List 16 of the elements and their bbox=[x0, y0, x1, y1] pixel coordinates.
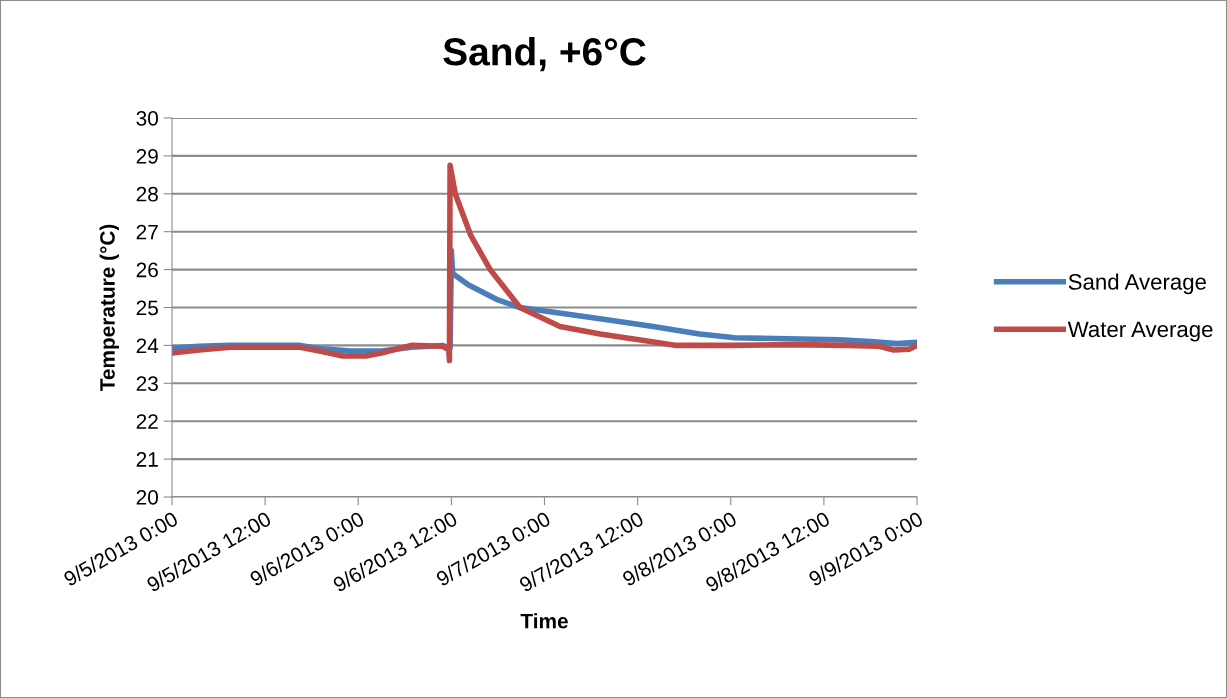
y-tick-label: 28 bbox=[136, 186, 158, 202]
chart-title: Sand, +6°C bbox=[443, 37, 646, 72]
y-tick-label: 29 bbox=[136, 148, 158, 164]
x-axis-title: Time bbox=[520, 613, 568, 629]
y-tick-label: 27 bbox=[136, 224, 158, 240]
y-tick-label: 24 bbox=[136, 338, 159, 353]
y-tick-label: 25 bbox=[136, 300, 158, 316]
legend-label: Sand Average bbox=[1068, 273, 1206, 295]
y-tick-label: 21 bbox=[136, 452, 158, 467]
y-tick-label: 30 bbox=[136, 111, 158, 126]
y-tick-label: 22 bbox=[136, 414, 158, 429]
y-axis-title: Temperature (°C) bbox=[99, 224, 119, 392]
legend-label: Water Average bbox=[1067, 321, 1213, 342]
y-tick-label: 23 bbox=[136, 376, 158, 392]
y-tick-label: 20 bbox=[136, 490, 158, 505]
y-tick-label: 26 bbox=[136, 262, 158, 278]
